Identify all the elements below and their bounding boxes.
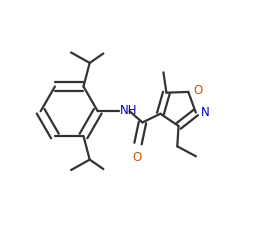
Text: NH: NH [120,104,137,117]
Text: O: O [132,151,141,164]
Text: O: O [194,84,203,97]
Text: N: N [201,106,210,119]
